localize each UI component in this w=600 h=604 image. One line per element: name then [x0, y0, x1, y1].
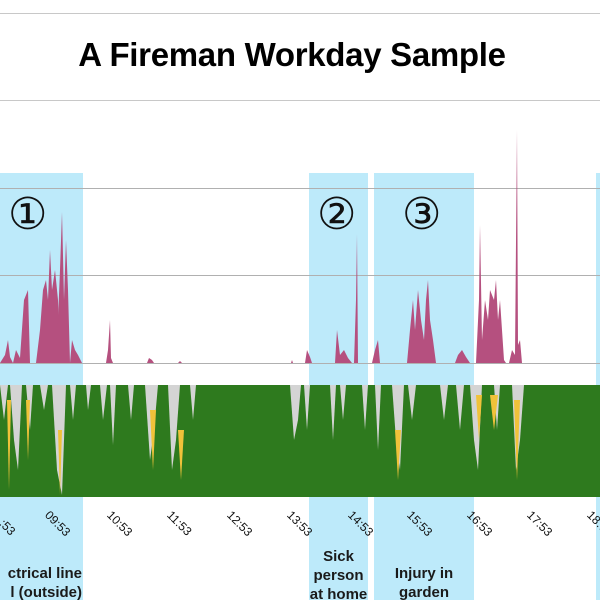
chart-title: A Fireman Workday Sample	[78, 36, 506, 73]
baseline	[0, 363, 600, 364]
marker-2: ②	[317, 190, 357, 239]
state-area-green	[0, 385, 600, 497]
title-rule	[0, 100, 600, 101]
activity-area	[0, 130, 522, 363]
top-rule	[0, 13, 600, 14]
annotation-2: Sick person at home	[309, 548, 368, 603]
annotation-1: ctrical line l (outside)	[7, 565, 82, 601]
gridline	[0, 275, 600, 276]
state-dips-yellow	[7, 395, 520, 495]
annotation-3: Injury in garden	[394, 565, 454, 601]
gridline	[0, 188, 600, 189]
marker-1: ①	[8, 190, 48, 239]
marker-3: ③	[402, 190, 442, 239]
